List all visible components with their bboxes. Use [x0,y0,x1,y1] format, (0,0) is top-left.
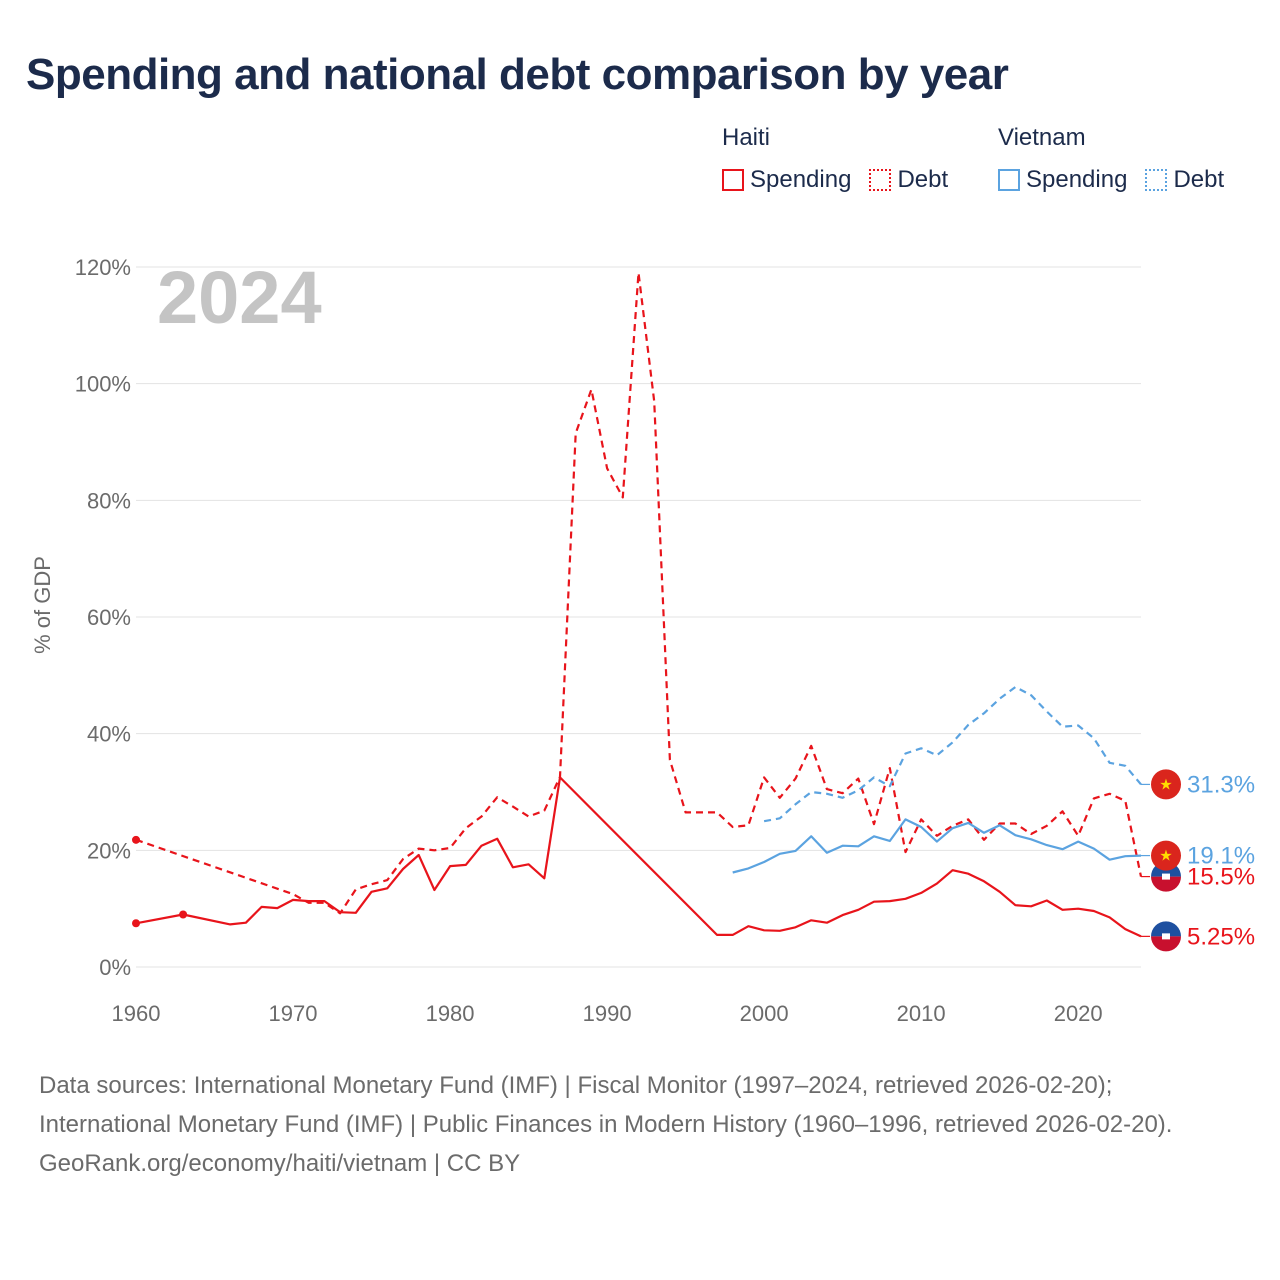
flag-bottom-half [1151,876,1181,892]
legend-haiti-debt-label: Debt [897,166,949,193]
y-tick-label: 40% [87,722,131,747]
x-tick-label: 1990 [583,1001,632,1026]
y-tick-label: 80% [87,488,131,513]
vietnam-flag-icon: ★ [1151,840,1181,871]
vietnam-debt-end-value: 31.3% [1187,771,1255,798]
series-lines [132,271,1143,938]
haiti-debt-end-value: 15.5% [1187,864,1255,891]
legend-vietnam-country: Vietnam [998,124,1086,151]
legend-vietnam-spending[interactable]: Spending [998,166,1127,194]
x-tick-label: 2010 [897,1001,946,1026]
haiti-flag-icon [1151,921,1181,952]
y-tick-label: 60% [87,605,131,630]
solid-line-swatch-icon [998,169,1020,191]
y-axis-title: % of GDP [30,556,55,654]
vietnam-spending-end-value: 19.1% [1187,843,1255,870]
flag-star: ★ [1159,776,1172,793]
flag-emblem [1162,873,1170,880]
flag-star: ★ [1159,848,1172,865]
x-tick-label: 1970 [269,1001,318,1026]
solid-line-swatch-icon [722,169,744,191]
legend-haiti-country: Haiti [722,124,771,151]
legend-haiti-debt[interactable]: Debt [869,166,948,194]
x-tick-label: 1960 [112,1001,161,1026]
flag-bottom-half [1151,936,1181,952]
x-tick-label: 2020 [1054,1001,1103,1026]
haiti-spending-point [132,919,140,928]
y-tick-label: 20% [87,838,131,863]
y-tick-label: 0% [99,955,131,980]
vietnam-debt-line [763,685,1142,823]
gridlines [136,266,1141,968]
haiti-spending-line [135,776,1142,938]
data-sources-note: Data sources: International Monetary Fun… [39,1072,1173,1138]
flag-disc [1151,769,1181,800]
footer: Data sources: International Monetary Fun… [39,1066,1239,1183]
legend-vietnam: Vietnam Spending Debt [998,124,1224,194]
haiti-spending-point [179,910,188,919]
legend-haiti-spending[interactable]: Spending [722,166,851,194]
year-watermark: 2024 [157,256,322,339]
legend-haiti-spending-label: Spending [750,166,852,193]
flag-emblem [1162,933,1170,940]
vietnam-flag-icon: ★ [1151,769,1181,800]
vietnam-spending-line [732,818,1142,874]
axis-ticks: 0% 20% 40% 60% 80% 100% 120% 1960 1970 1980 1990 20… [75,255,1103,1026]
credit-link[interactable]: GeoRank.org/economy/haiti/vietnam | CC B… [39,1150,521,1177]
dotted-line-swatch-icon [1145,169,1168,191]
haiti-spending-end-value: 5.25% [1187,923,1255,950]
dotted-line-swatch-icon [869,169,892,191]
haiti-debt-line [135,271,1143,915]
chart-title: Spending and national debt comparison by… [26,50,1009,99]
legend-vietnam-debt-label: Debt [1173,166,1225,193]
x-tick-label: 2000 [740,1001,789,1026]
y-tick-label: 100% [75,372,131,397]
flag-top-half [1151,921,1181,937]
series-end-labels: 5.25% 15.5% ★ 19.1% ★ 31.3% [1141,769,1255,952]
x-tick-label: 1980 [426,1001,475,1026]
legend-vietnam-debt[interactable]: Debt [1145,166,1224,194]
legend-haiti: Haiti Spending Debt [722,124,966,194]
haiti-debt-point [132,835,140,844]
line-chart: 2024 % of GDP 0% 20% 40% 60% 80% 100% 120% 1960… [30,255,1255,1026]
flag-disc [1151,840,1181,871]
y-tick-label: 120% [75,255,131,280]
legend-vietnam-spending-label: Spending [1026,166,1128,193]
